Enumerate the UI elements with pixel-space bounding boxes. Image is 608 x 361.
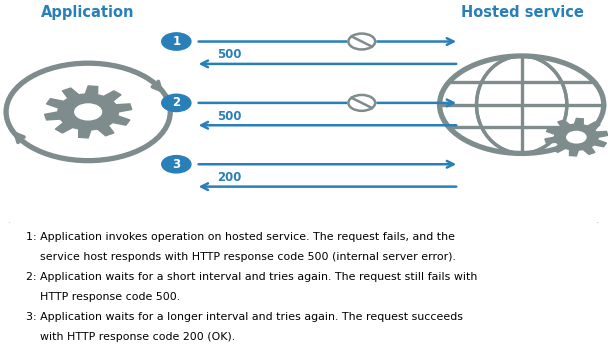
Circle shape xyxy=(75,104,102,120)
Text: 1: Application invokes operation on hosted service. The request fails, and the: 1: Application invokes operation on host… xyxy=(26,232,455,242)
Circle shape xyxy=(348,34,375,49)
FancyBboxPatch shape xyxy=(7,221,600,359)
Text: HTTP response code 500.: HTTP response code 500. xyxy=(26,292,180,302)
Polygon shape xyxy=(44,86,132,138)
Text: 200: 200 xyxy=(217,171,241,184)
Text: 500: 500 xyxy=(217,110,241,123)
Text: 2: 2 xyxy=(172,96,181,109)
Circle shape xyxy=(348,95,375,111)
Polygon shape xyxy=(545,118,608,156)
Text: with HTTP response code 200 (OK).: with HTTP response code 200 (OK). xyxy=(26,332,235,342)
Text: 1: 1 xyxy=(172,35,181,48)
Text: 2: Application waits for a short interval and tries again. The request still fai: 2: Application waits for a short interva… xyxy=(26,272,477,282)
Text: 500: 500 xyxy=(217,48,241,61)
Circle shape xyxy=(162,33,191,50)
Text: service host responds with HTTP response code 500 (internal server error).: service host responds with HTTP response… xyxy=(26,252,455,262)
Circle shape xyxy=(162,94,191,112)
Text: Hosted service: Hosted service xyxy=(461,5,584,21)
Text: Application: Application xyxy=(41,5,135,21)
Text: 3: 3 xyxy=(172,158,181,171)
Circle shape xyxy=(162,156,191,173)
Text: 3: Application waits for a longer interval and tries again. The request succeeds: 3: Application waits for a longer interv… xyxy=(26,312,463,322)
Circle shape xyxy=(567,131,586,143)
